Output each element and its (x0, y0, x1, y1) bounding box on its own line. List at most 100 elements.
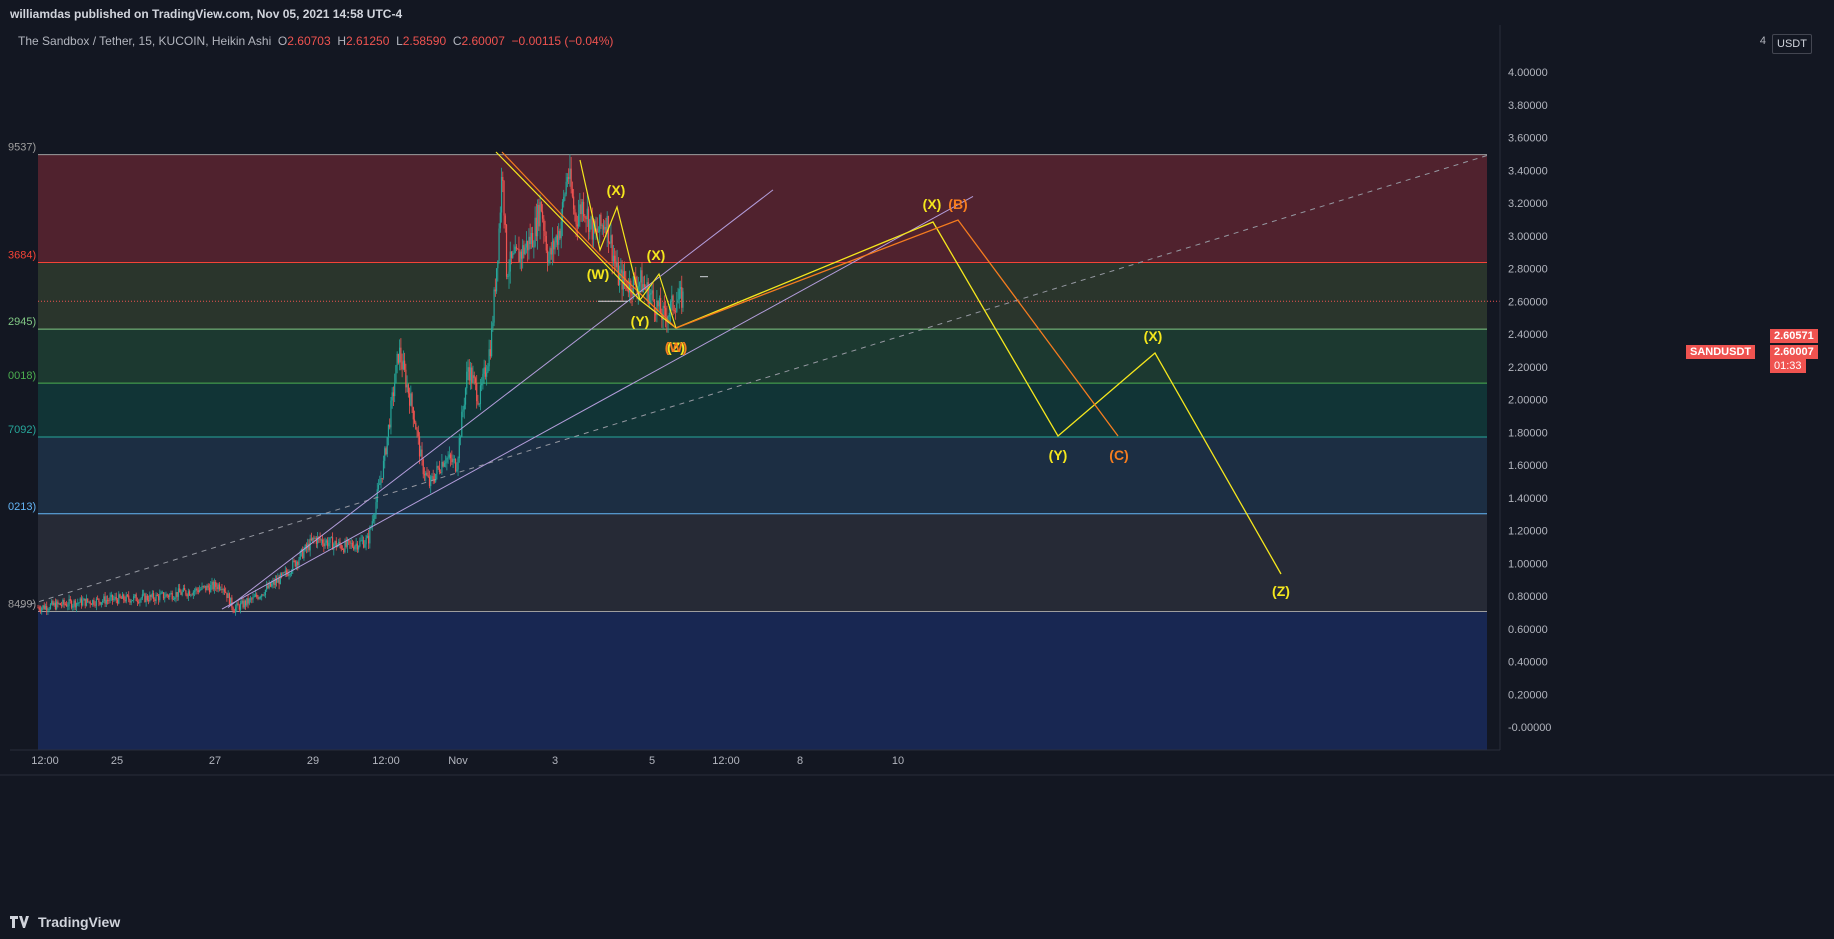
candle-body (428, 476, 431, 487)
wave-label: (W) (587, 266, 610, 282)
candle-body (400, 347, 402, 363)
candle-body (267, 585, 269, 589)
candle-body (461, 411, 463, 438)
fib-level-label: 9537) (8, 142, 36, 154)
candle-body (134, 594, 136, 597)
candle-body (544, 230, 546, 236)
candle-body (94, 604, 96, 606)
candle-body (673, 310, 675, 312)
candle-body (154, 599, 156, 602)
wave-channel-line (495, 151, 677, 329)
candle-body (426, 472, 428, 476)
wave-label: (X) (1144, 328, 1163, 344)
candle-body (210, 584, 212, 593)
candle-body (390, 400, 392, 428)
candle-body (566, 177, 569, 182)
price-tag-high: 2.60571 (1770, 329, 1818, 343)
candle-body (64, 604, 66, 605)
candle-body (331, 537, 334, 550)
wave-label: (X) (647, 247, 666, 263)
candle-body (384, 448, 386, 461)
price-tick-label: 1.60000 (1508, 460, 1548, 472)
footer-brand-label: TradingView (38, 914, 121, 930)
candle-body (522, 245, 524, 259)
candle-body (302, 548, 304, 559)
wave-label: (B) (948, 196, 967, 212)
candle-body (164, 597, 166, 599)
candle-body (317, 536, 319, 544)
candle-body (118, 594, 120, 604)
candle-body (190, 594, 192, 596)
candle-body (435, 473, 437, 482)
time-tick-label: 12:00 (372, 755, 400, 767)
fib-zone (38, 329, 1487, 384)
currency-button[interactable]: USDT (1772, 34, 1812, 54)
candle-body (502, 176, 504, 181)
candle-body (252, 596, 254, 600)
candle-body (161, 592, 163, 594)
candle-body (597, 231, 600, 233)
candle-body (454, 459, 457, 472)
candle-body (456, 469, 458, 472)
candle-body (254, 594, 257, 597)
candle-body (472, 375, 474, 383)
candle-body (218, 584, 221, 590)
candle-body (476, 383, 478, 402)
candle-body (627, 289, 629, 293)
candle-body (63, 599, 65, 605)
candle-body (232, 607, 234, 612)
candle-body (258, 597, 260, 600)
candle-body (278, 578, 280, 585)
candle-body (85, 598, 88, 606)
candle-body (408, 393, 411, 406)
candle-body (517, 248, 519, 250)
candle-body (259, 597, 262, 598)
candle-body (452, 459, 454, 463)
candle-body (244, 600, 247, 606)
candle-body (211, 581, 213, 585)
fib-zones (38, 154, 1487, 750)
candle-body (652, 290, 654, 300)
candle-body (582, 201, 585, 217)
candle-body (80, 598, 83, 606)
price-tick-label: 0.60000 (1508, 624, 1548, 636)
candle-body (467, 367, 469, 372)
candle-body (89, 601, 91, 604)
candle-body (568, 177, 570, 179)
fib-zone (38, 611, 1487, 750)
candle-body (541, 211, 544, 219)
candle-body (369, 528, 371, 544)
candle-body (87, 598, 89, 602)
price-tick-label: 4 (1760, 35, 1766, 47)
candle-body (520, 251, 523, 259)
candle-body (494, 289, 496, 292)
candle-body (626, 281, 628, 290)
symbol-line: The Sandbox / Tether, 15, KUCOIN, Heikin… (18, 34, 272, 48)
candle-body (198, 589, 201, 593)
candle-body (469, 367, 472, 381)
low-value: 2.58590 (402, 34, 447, 48)
price-tick-label: 2.40000 (1508, 329, 1548, 341)
candle-body (129, 599, 131, 603)
candle-body (672, 295, 674, 311)
candle-body (174, 598, 176, 600)
candle-body (609, 242, 611, 244)
candle-body (668, 312, 670, 317)
candle-body (187, 591, 189, 597)
candle-body (138, 601, 140, 603)
candle-body (165, 594, 167, 598)
candle-body (61, 605, 63, 606)
candle-body (421, 449, 423, 460)
candle-body (208, 587, 211, 593)
candle-body (355, 543, 357, 546)
candle-body (606, 216, 608, 234)
candle-body (622, 271, 624, 290)
candle-body (155, 594, 157, 602)
candle-body (167, 595, 170, 597)
candle-body (330, 537, 332, 539)
candle-body (650, 293, 652, 295)
candle-body (116, 599, 119, 604)
wave-label: (Z) (1272, 583, 1290, 599)
candle-body (509, 251, 511, 272)
